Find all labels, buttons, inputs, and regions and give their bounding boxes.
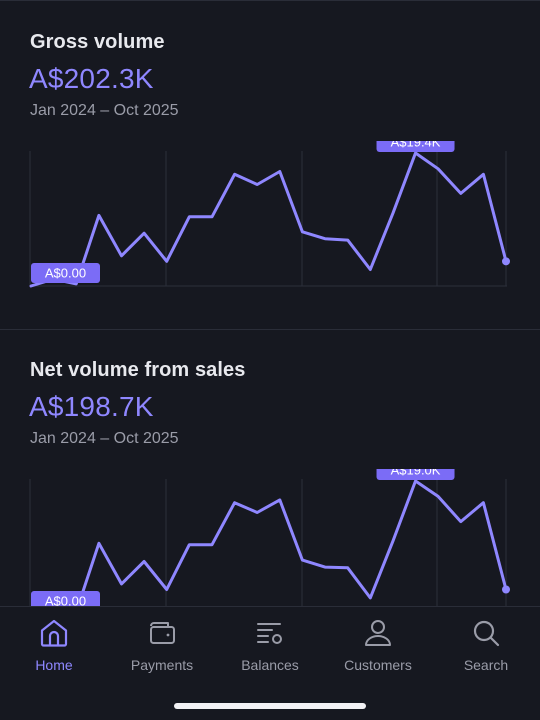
card-amount: A$198.7K [29, 391, 154, 422]
min-value-text: A$0.00 [45, 594, 86, 607]
gross-volume-card[interactable]: Gross volume A$202.3K Jan 2024 – Oct 202… [0, 0, 540, 328]
tab-label: Customers [344, 657, 412, 673]
tab-customers[interactable]: Customers [324, 607, 432, 687]
net-volume-card[interactable]: Net volume from sales A$198.7K Jan 2024 … [0, 329, 540, 606]
card-date-range: Jan 2024 – Oct 2025 [30, 430, 179, 447]
tab-label: Home [35, 657, 73, 673]
series-line [51, 479, 508, 606]
gross-volume-chart: A$19.4K A$0.00 [29, 141, 510, 288]
tab-payments[interactable]: Payments [108, 607, 216, 687]
min-value-text: A$0.00 [45, 266, 86, 281]
min-value-label: A$0.00 [31, 591, 100, 606]
card-title: Gross volume [30, 31, 165, 53]
end-point-dot [502, 257, 510, 266]
tab-label: Search [463, 657, 509, 673]
tab-label: Balances [241, 657, 299, 673]
home-indicator [174, 703, 366, 709]
net-volume-chart: A$19.0K A$0.00 [29, 469, 510, 606]
tab-balances[interactable]: Balances [216, 607, 324, 687]
end-point-dot [502, 585, 510, 594]
max-value-label: A$19.4K [376, 141, 455, 152]
card-title: Net volume from sales [30, 359, 246, 381]
card-date-range: Jan 2024 – Oct 2025 [30, 102, 179, 119]
search-icon [473, 620, 500, 647]
card-amount: A$202.3K [29, 63, 154, 94]
balances-icon [257, 623, 282, 644]
bottom-tab-bar: Home Payments Balances Customers Sea [0, 606, 540, 720]
person-icon [365, 620, 391, 646]
max-value-text: A$19.0K [391, 469, 441, 478]
tab-home[interactable]: Home [0, 607, 108, 687]
wallet-icon [150, 622, 175, 644]
home-icon [40, 619, 68, 647]
tab-label: Payments [130, 657, 194, 673]
tab-search[interactable]: Search [432, 607, 540, 687]
max-value-text: A$19.4K [391, 141, 441, 150]
max-value-label: A$19.0K [376, 469, 455, 480]
series-line [29, 151, 508, 288]
min-value-label: A$0.00 [31, 263, 100, 283]
